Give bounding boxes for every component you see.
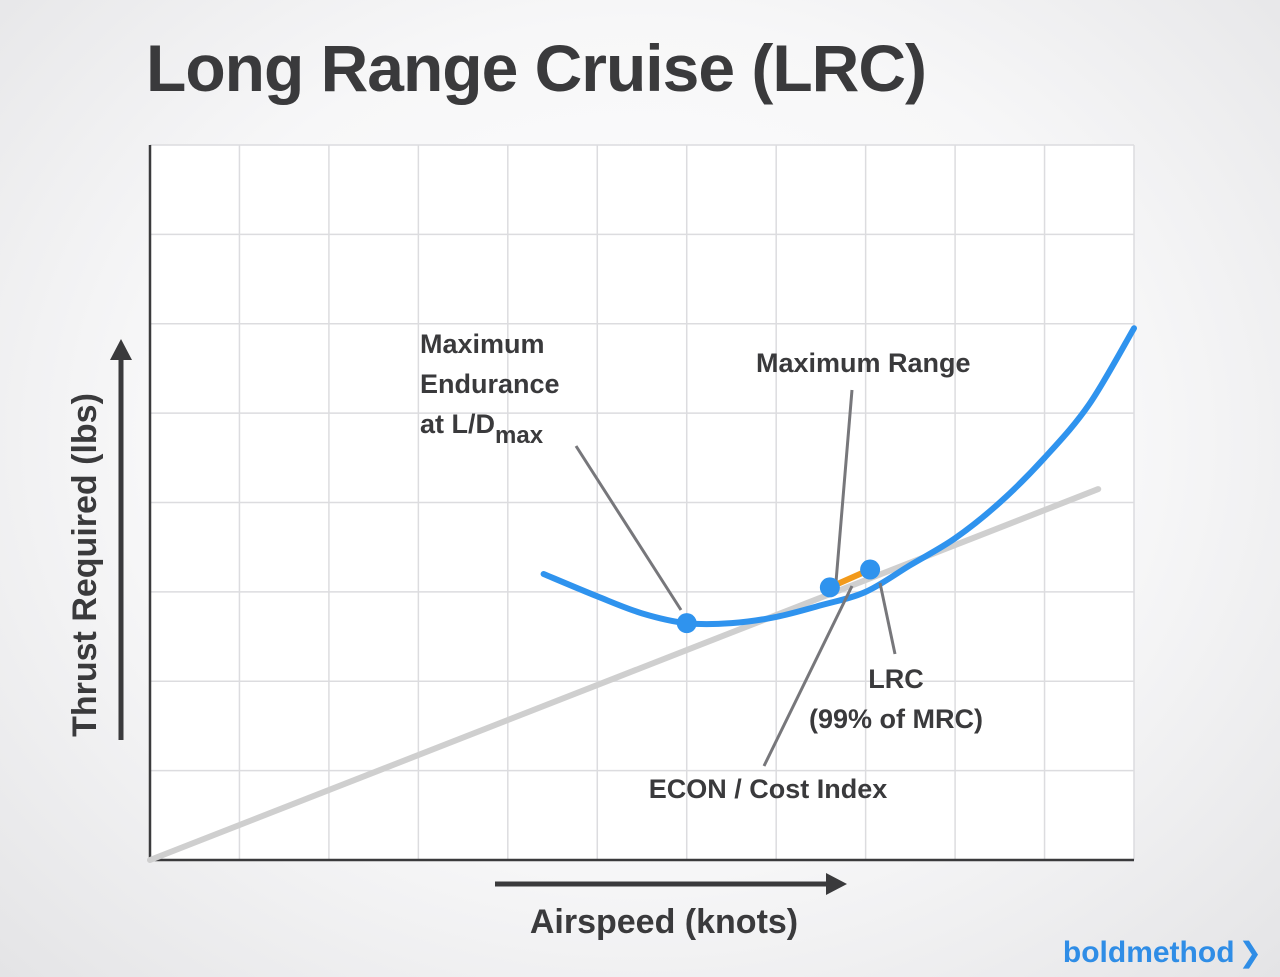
x-axis-title: Airspeed (knots) [530, 903, 798, 941]
y-axis-title: Thrust Required (lbs) [66, 393, 104, 737]
brand-logo: boldmethod ❯ [1063, 936, 1262, 970]
lrc-leader [878, 582, 897, 655]
page-title: Long Range Cruise (LRC) [146, 31, 927, 105]
max-endurance-line2: Endurance [420, 369, 560, 399]
lrc-label-line2: (99% of MRC) [809, 704, 983, 734]
max-endurance-line3: at L/Dmax [420, 409, 544, 449]
thrust-required-curve [540, 325, 1137, 628]
points [676, 559, 881, 634]
max-range-label: Maximum Range [756, 348, 971, 378]
max-endurance-leader [574, 445, 683, 611]
x-axis-arrow-head [826, 873, 847, 895]
y-axis-arrow-head [110, 339, 132, 360]
max-range-leader [834, 389, 854, 583]
lrc-label-line1: LRC [868, 664, 924, 694]
max-range-point [819, 577, 840, 598]
chevron-right-icon: ❯ [1238, 937, 1262, 968]
max-subscript: max [495, 422, 544, 449]
brand-name: boldmethod [1062, 936, 1235, 969]
econ-leader [762, 585, 854, 767]
lrc-point [860, 559, 881, 580]
econ-label: ECON / Cost Index [649, 774, 888, 804]
grid [150, 144, 1135, 860]
max-endurance-line1: Maximum [420, 329, 545, 359]
max-endurance-point [676, 613, 697, 634]
